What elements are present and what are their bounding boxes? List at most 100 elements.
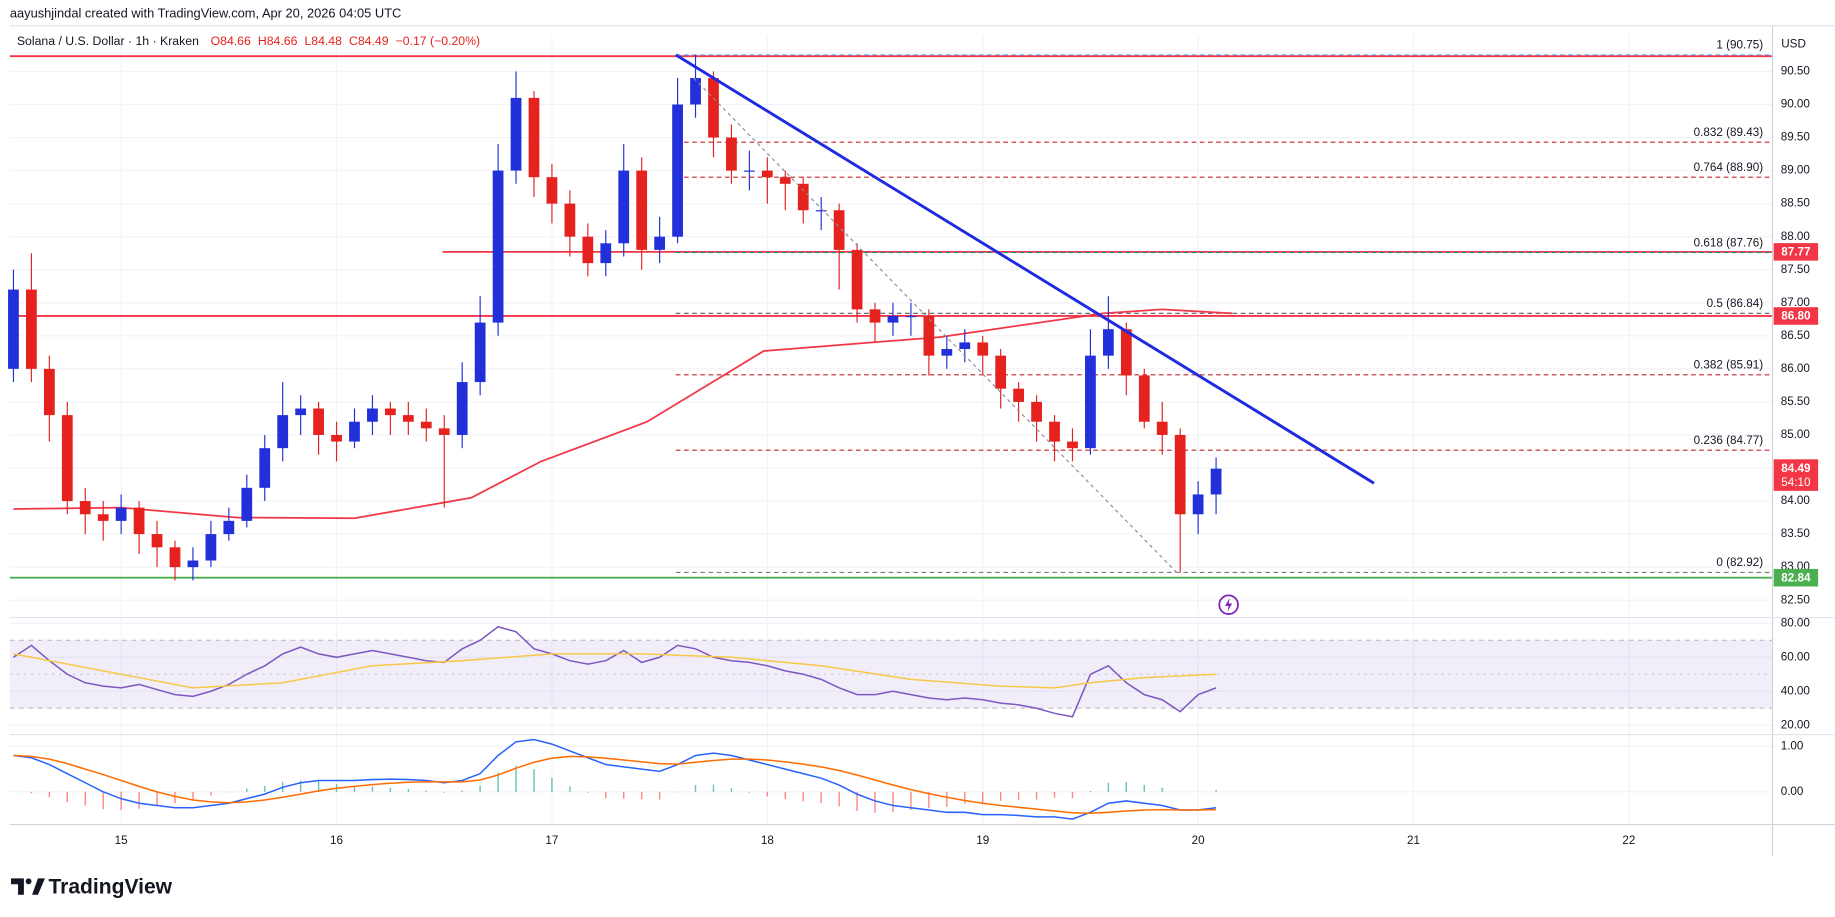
- candle-body: [564, 203, 576, 237]
- y-tick-label: 87.50: [1781, 263, 1811, 276]
- candle-body: [995, 355, 1007, 389]
- histogram-bar: [1089, 790, 1092, 792]
- histogram-bar: [605, 791, 607, 799]
- y-tick-label: 80.00: [1781, 616, 1811, 629]
- histogram-bar: [1053, 791, 1056, 798]
- histogram-bar: [856, 791, 858, 811]
- histogram-bar: [802, 791, 804, 802]
- candle-body: [474, 322, 486, 383]
- y-tick-label: 86.50: [1781, 329, 1811, 342]
- low: L84.48: [304, 34, 342, 48]
- candle-body: [151, 534, 163, 548]
- candle-body: [1210, 468, 1222, 495]
- candle-body: [941, 349, 953, 356]
- histogram-bar: [497, 772, 499, 792]
- line: [13, 625, 1217, 718]
- y-tick-label: 0.00: [1781, 785, 1804, 798]
- candle-body: [869, 309, 881, 323]
- y-tick-label: 40.00: [1781, 684, 1811, 697]
- histogram-bar: [1035, 791, 1038, 800]
- candle-body: [779, 177, 791, 184]
- y-tick-label: 83.50: [1781, 527, 1811, 540]
- histogram-bar: [694, 785, 697, 792]
- y-tick-label: 60.00: [1781, 650, 1811, 663]
- brand-logo: TradingView: [11, 875, 173, 898]
- x-tick-label: 16: [330, 834, 343, 847]
- histogram-bar: [371, 786, 374, 792]
- candle-body: [528, 97, 540, 178]
- candle-body: [1013, 388, 1025, 402]
- high: H84.66: [258, 34, 298, 48]
- candle-body: [349, 421, 360, 442]
- price-label-box: [1773, 243, 1819, 261]
- histogram-bar: [66, 791, 68, 802]
- histogram-bar: [48, 791, 51, 798]
- y-tick-label: 89.50: [1781, 131, 1811, 144]
- candle-body: [169, 547, 181, 568]
- candle-body: [241, 487, 253, 521]
- candle-body: [43, 368, 55, 416]
- candle-body: [905, 315, 917, 318]
- histogram-bar: [640, 791, 643, 800]
- candle-body: [1031, 401, 1042, 422]
- candle-body: [833, 210, 845, 250]
- candle-body: [1174, 434, 1186, 515]
- histogram-bar: [1125, 781, 1128, 792]
- histogram-bar: [892, 791, 894, 813]
- candle-body: [8, 289, 19, 369]
- histogram-bar: [569, 786, 571, 792]
- currency: USD: [1781, 38, 1806, 51]
- histogram-bar: [443, 791, 445, 793]
- histogram-bar: [551, 777, 553, 792]
- candle-body: [79, 501, 91, 515]
- histogram-bar: [1107, 782, 1110, 792]
- candle-body: [959, 342, 971, 350]
- candle-body: [1138, 375, 1150, 422]
- candle-body: [133, 507, 145, 535]
- price-label-box: [1773, 568, 1819, 587]
- histogram-bar: [623, 791, 625, 799]
- candle-body: [1156, 421, 1168, 435]
- axis-background: [1772, 25, 1835, 857]
- candle-body: [797, 183, 809, 211]
- histogram-bar: [120, 791, 122, 811]
- brand: TradingView: [48, 875, 172, 898]
- rsi-band: [9, 640, 1773, 709]
- histogram-bar: [264, 785, 266, 792]
- candle-body: [815, 210, 827, 212]
- candle-body: [654, 236, 666, 250]
- candle-body: [1085, 355, 1096, 449]
- candle-body: [385, 408, 396, 416]
- moving-average: [13, 308, 1233, 520]
- y-tick-label: 84.00: [1781, 494, 1811, 507]
- histogram-bar: [838, 791, 840, 807]
- histogram-bar: [192, 791, 194, 800]
- histogram-bar: [425, 790, 427, 792]
- y-tick-label: 87.00: [1781, 296, 1811, 309]
- logo-mark: [32, 878, 45, 895]
- countdown: 54:10: [1781, 476, 1811, 489]
- histogram-bar: [658, 791, 661, 800]
- histogram-bar: [712, 784, 715, 792]
- fib-label: 0 (82.92): [1716, 556, 1763, 569]
- histogram-bar: [389, 787, 392, 792]
- histogram-bar: [784, 791, 786, 800]
- candle-body: [420, 421, 432, 429]
- candle-body: [546, 177, 558, 204]
- candle-body: [438, 428, 450, 435]
- fib-diagonal: [693, 77, 1178, 573]
- candle-body: [1120, 329, 1132, 376]
- histogram-bar: [982, 791, 984, 804]
- fib-label: 0.764 (88.90): [1694, 161, 1764, 174]
- fib-label: 0.5 (86.84): [1707, 297, 1764, 310]
- open: O84.66: [211, 34, 251, 48]
- histogram-bar: [317, 781, 320, 792]
- fib-label: 1 (90.75): [1716, 39, 1763, 52]
- histogram-bar: [533, 769, 535, 792]
- candle-body: [331, 434, 342, 442]
- histogram-bar: [174, 791, 176, 804]
- candle-body: [115, 507, 127, 521]
